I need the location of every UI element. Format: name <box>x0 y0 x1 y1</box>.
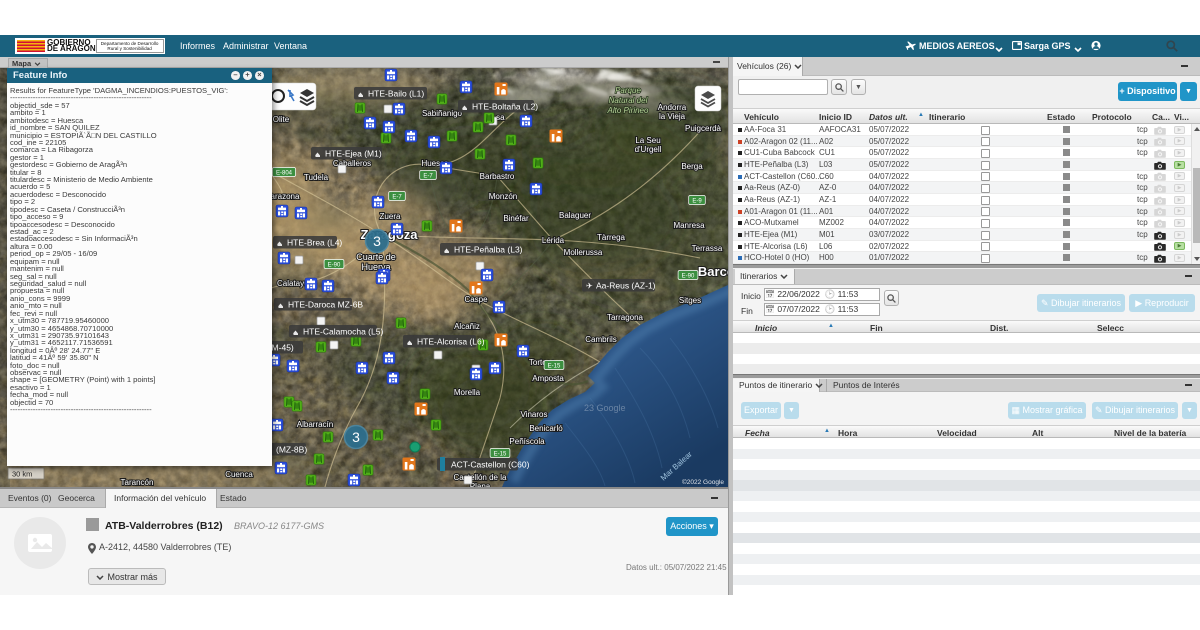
svg-text:3: 3 <box>373 233 381 249</box>
svg-text:Mollerussa: Mollerussa <box>564 248 603 257</box>
svg-text:HTE-Calamocha (L5): HTE-Calamocha (L5) <box>303 327 383 337</box>
svg-text:3: 3 <box>352 429 360 445</box>
svg-text:Caspe: Caspe <box>464 295 488 304</box>
svg-text:Alto Pirineo: Alto Pirineo <box>607 106 649 115</box>
svg-text:Aa-Reus (AZ-1): Aa-Reus (AZ-1) <box>596 281 656 291</box>
svg-text:(MZ-8B): (MZ-8B) <box>276 445 307 455</box>
svg-text:Castellón de la: Castellón de la <box>454 473 507 482</box>
svg-text:Alcañiz: Alcañiz <box>454 322 480 331</box>
svg-text:Huesca: Huesca <box>421 159 449 168</box>
svg-text:Plana: Plana <box>470 482 491 487</box>
svg-text:Benicarló: Benicarló <box>529 424 563 433</box>
svg-text:Barce: Barce <box>698 264 728 279</box>
svg-text:E-15: E-15 <box>548 364 561 370</box>
svg-text:Calatayud: Calatayud <box>277 279 313 288</box>
svg-text:Cuenca: Cuenca <box>225 470 253 479</box>
svg-text:Tarazona: Tarazona <box>267 192 300 201</box>
svg-text:E-7: E-7 <box>392 195 402 201</box>
svg-text:Natural del: Natural del <box>609 96 648 105</box>
svg-text:HTE-Bailo (L1): HTE-Bailo (L1) <box>368 89 424 99</box>
svg-text:Andorra: Andorra <box>658 103 687 112</box>
svg-text:Lérida: Lérida <box>542 236 565 245</box>
svg-text:Tarragona: Tarragona <box>607 313 644 322</box>
svg-text:la Vieja: la Vieja <box>659 112 686 121</box>
svg-text:HTE-Boltaña (L2): HTE-Boltaña (L2) <box>472 102 538 112</box>
svg-text:Caballeros: Caballeros <box>333 159 371 168</box>
svg-text:Olite: Olite <box>273 115 290 124</box>
svg-text:Sabiñanigo: Sabiñanigo <box>422 109 463 118</box>
svg-text:Parque: Parque <box>615 86 641 95</box>
svg-text:Tudela: Tudela <box>304 173 329 182</box>
svg-text:Berga: Berga <box>681 162 703 171</box>
svg-text:E-90: E-90 <box>328 263 341 269</box>
svg-text:Manresa: Manresa <box>673 221 705 230</box>
svg-text:Puigcerdà: Puigcerdà <box>685 124 722 133</box>
svg-text:Terrassa: Terrassa <box>692 244 723 253</box>
svg-text:Peñíscola: Peñíscola <box>509 437 545 446</box>
svg-text:E-9: E-9 <box>692 199 702 205</box>
svg-text:Sitges: Sitges <box>679 296 701 305</box>
svg-text:Vinaros: Vinaros <box>521 410 548 419</box>
svg-text:E-7: E-7 <box>423 174 433 180</box>
svg-text:Tortosa: Tortosa <box>529 358 556 367</box>
svg-text:✈: ✈ <box>586 282 593 291</box>
svg-text:Tarancón: Tarancón <box>121 478 154 487</box>
svg-text:E-804: E-804 <box>276 171 293 177</box>
svg-text:Barbastro: Barbastro <box>480 172 515 181</box>
svg-text:Amposta: Amposta <box>532 374 564 383</box>
svg-text:Cambrils: Cambrils <box>585 335 617 344</box>
svg-text:Morella: Morella <box>454 388 481 397</box>
svg-text:HTE-Ejea (M1): HTE-Ejea (M1) <box>325 149 382 159</box>
svg-text:Monzón: Monzón <box>489 192 517 201</box>
svg-text:HTE-Daroca MZ-6B: HTE-Daroca MZ-6B <box>288 300 363 310</box>
svg-text:Zuera: Zuera <box>380 212 401 221</box>
svg-text:Tàrrega: Tàrrega <box>597 233 626 242</box>
svg-text:HTE-Peñalba (L3): HTE-Peñalba (L3) <box>454 245 523 255</box>
svg-text:d'Urgell: d'Urgell <box>635 145 662 154</box>
svg-text:HTE-Alcorisa (L6): HTE-Alcorisa (L6) <box>417 337 485 347</box>
svg-text:Balaguer: Balaguer <box>559 211 591 220</box>
svg-text:Binéfar: Binéfar <box>503 214 529 223</box>
svg-text:ACT-Castellon (C60): ACT-Castellon (C60) <box>451 460 530 470</box>
svg-text:E-15: E-15 <box>494 452 507 458</box>
svg-text:30 km: 30 km <box>12 470 32 479</box>
svg-text:23 Google: 23 Google <box>584 403 626 413</box>
svg-text:Albarracín: Albarracín <box>297 420 333 429</box>
svg-text:HTE-Brea (L4): HTE-Brea (L4) <box>287 238 342 248</box>
svg-text:La Seu: La Seu <box>635 136 660 145</box>
svg-text:©2022 Google: ©2022 Google <box>682 478 724 486</box>
svg-text:E-90: E-90 <box>682 274 695 280</box>
svg-text:Cuarte de: Cuarte de <box>356 252 396 262</box>
svg-text:(LM-45): (LM-45) <box>264 343 294 353</box>
